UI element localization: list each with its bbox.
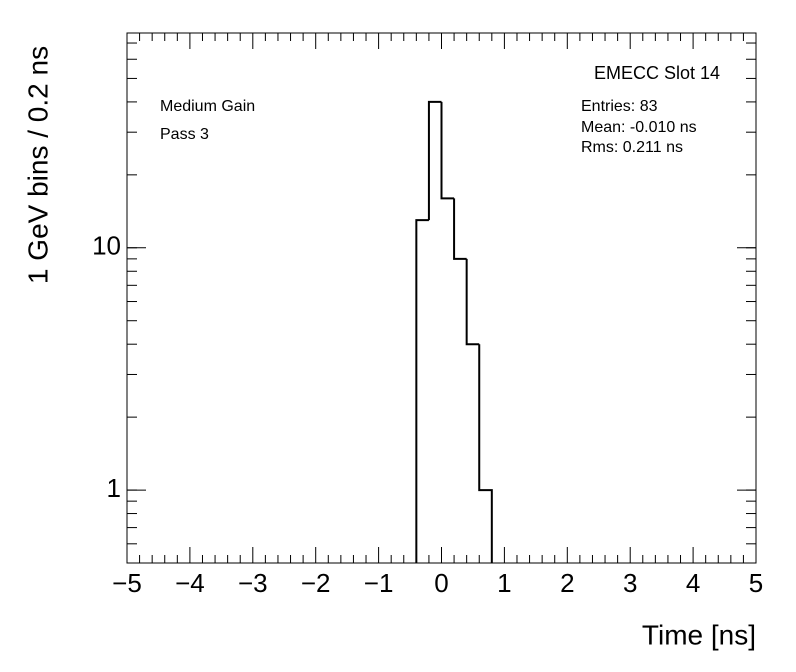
histogram-bin <box>478 344 493 563</box>
annotation: Pass 3 <box>160 126 209 143</box>
histogram-bin <box>427 100 442 221</box>
histogram-bin <box>453 198 467 260</box>
x-tick-label: −3 <box>238 568 268 598</box>
x-tick-label: 3 <box>623 568 637 598</box>
x-tick-label: −2 <box>301 568 331 598</box>
stats-line: Rms: 0.211 ns <box>581 139 683 156</box>
x-tick-label: 5 <box>749 568 763 598</box>
x-tick-label: 2 <box>560 568 574 598</box>
y-tick-label: 10 <box>92 231 121 261</box>
histogram-bin <box>415 219 429 563</box>
x-tick-label: −4 <box>175 568 205 598</box>
x-tick-label: 4 <box>686 568 700 598</box>
stats-line: Mean: -0.010 ns <box>581 119 697 136</box>
chart-title: EMECC Slot 14 <box>594 63 720 83</box>
histogram-bin <box>465 258 480 346</box>
x-tick-label: 1 <box>497 568 511 598</box>
x-axis-label: Time [ns] <box>642 619 756 650</box>
annotation: Medium Gain <box>160 98 255 115</box>
x-tick-label: −5 <box>112 568 142 598</box>
y-tick-label: 1 <box>107 473 121 503</box>
stats-line: Entries: 83 <box>581 98 658 115</box>
y-axis-label: 1 GeV bins / 0.2 ns <box>22 46 53 284</box>
x-tick-label: −1 <box>364 568 394 598</box>
x-tick-label: 0 <box>434 568 448 598</box>
histogram-bin <box>440 101 455 200</box>
